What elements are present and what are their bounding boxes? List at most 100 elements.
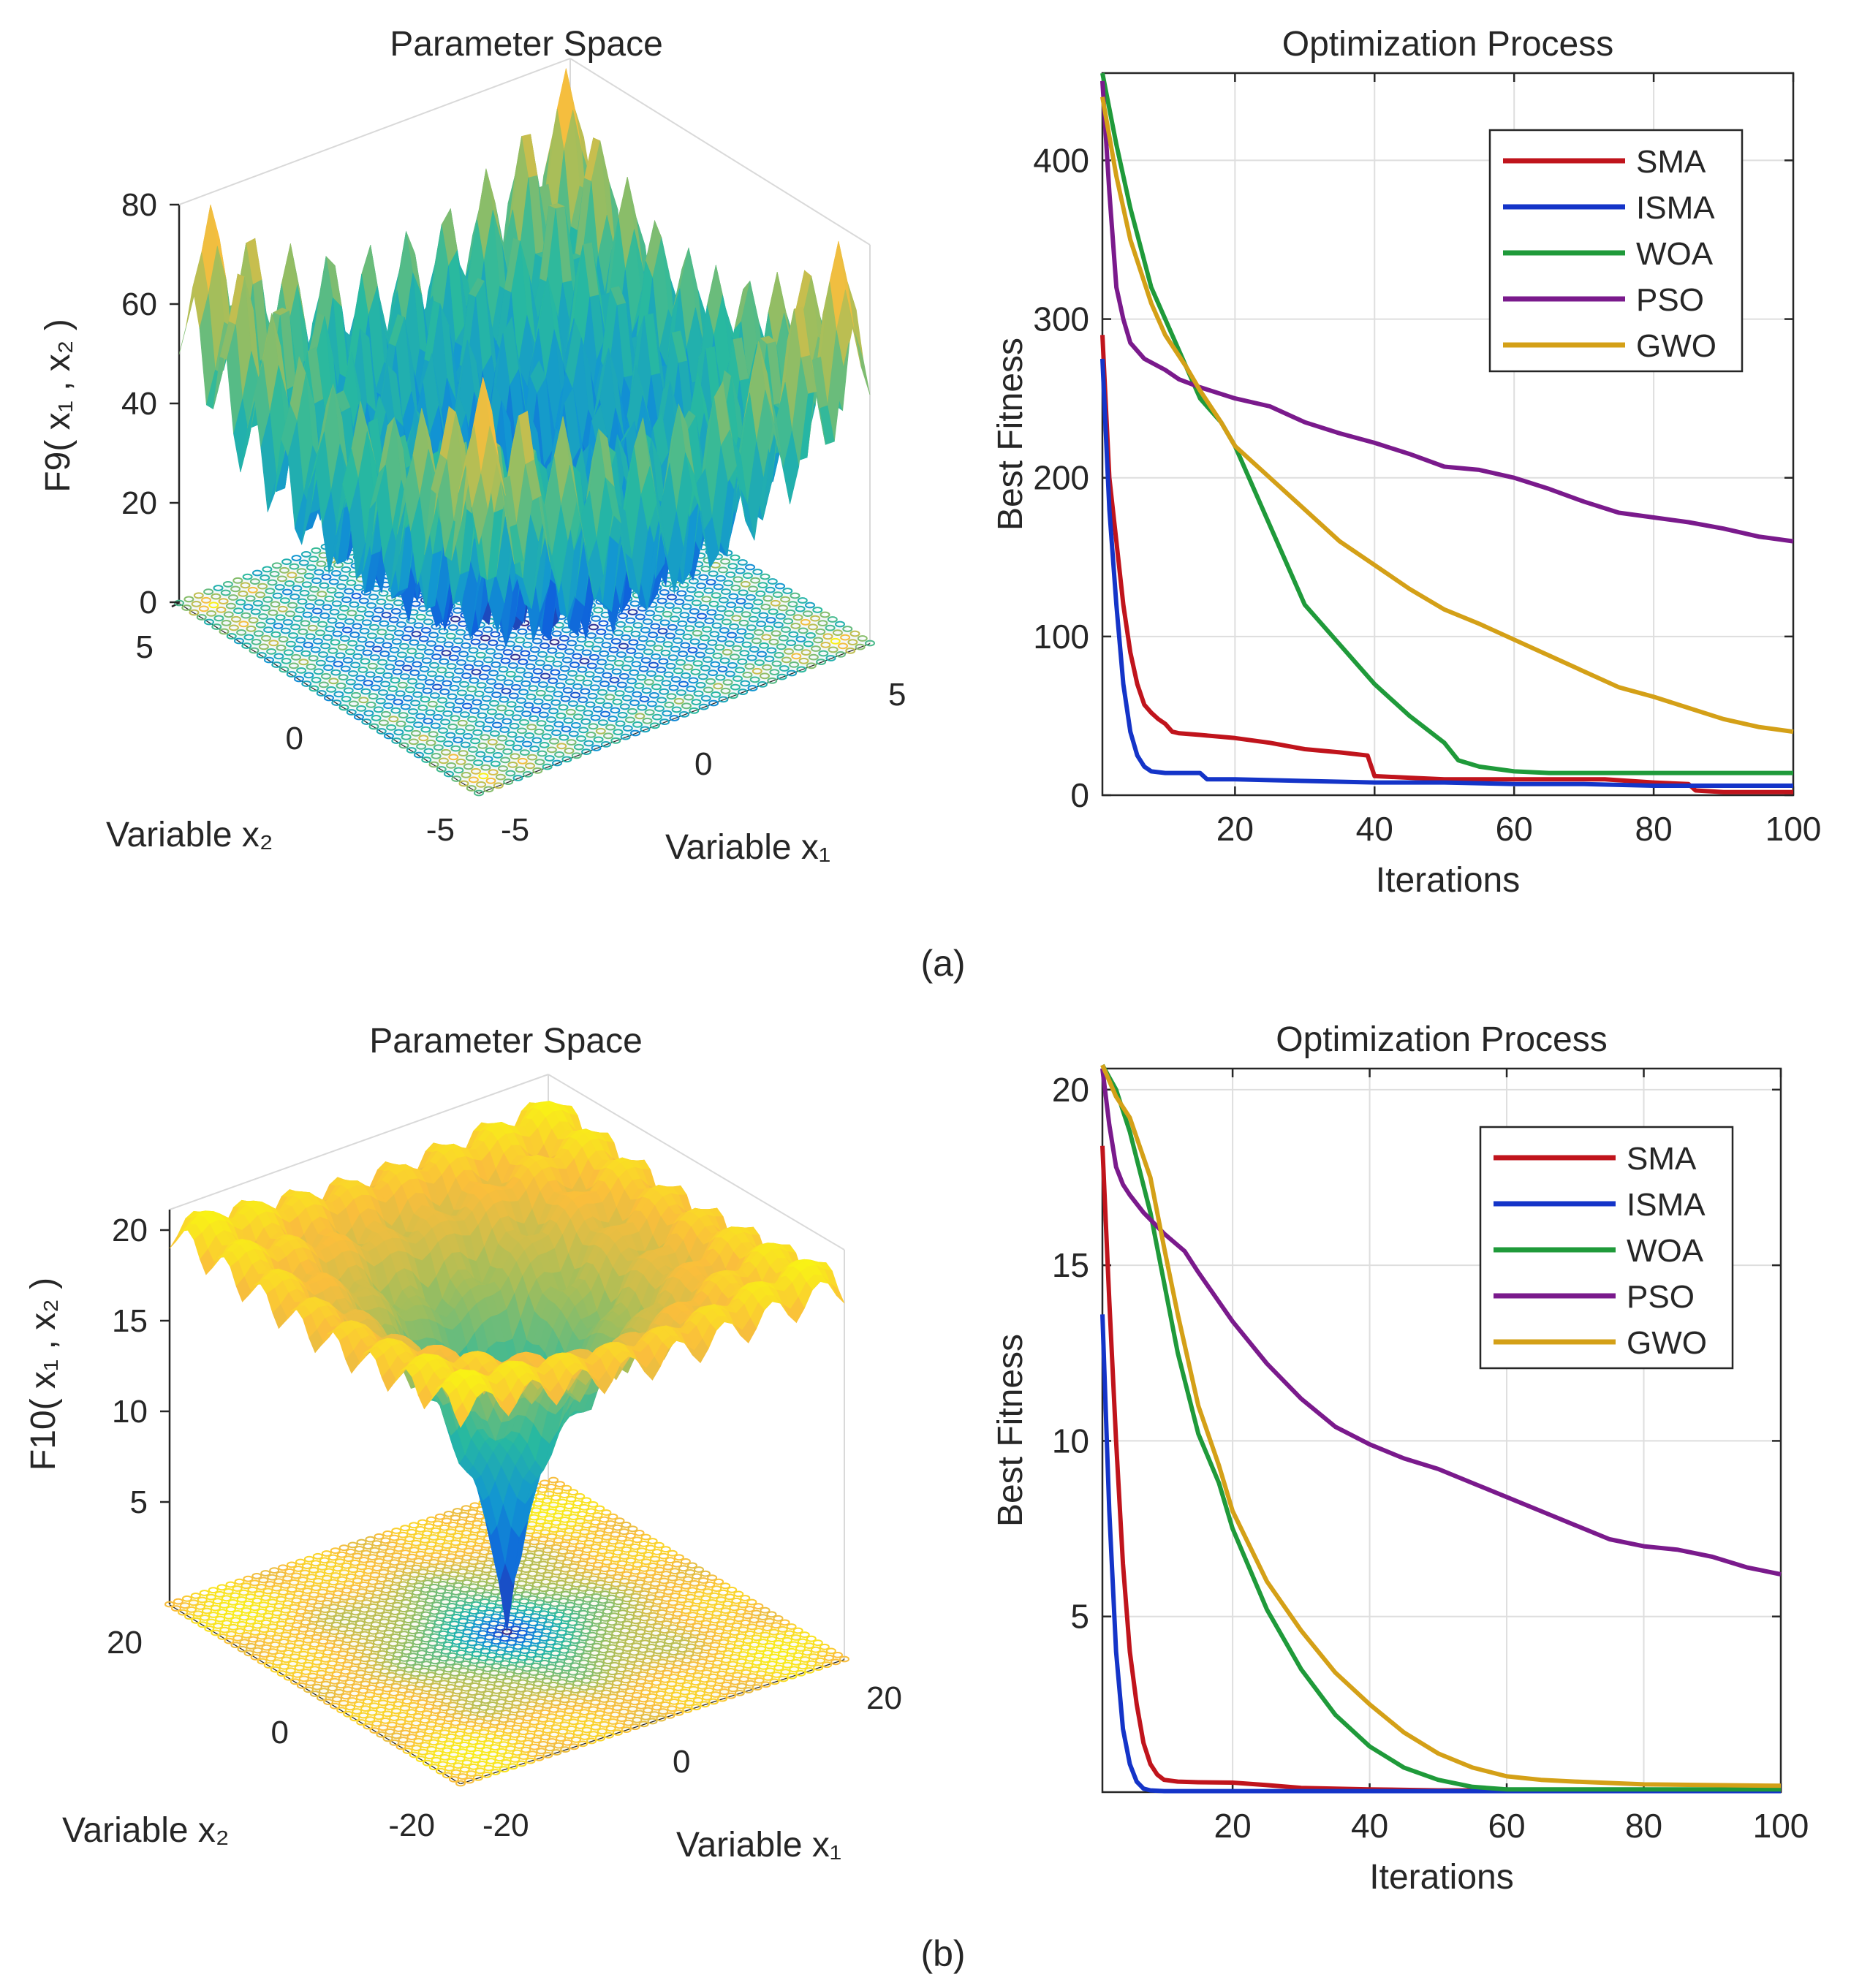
contour-mark bbox=[376, 599, 387, 605]
contour-mark bbox=[390, 608, 401, 615]
contour-mark bbox=[505, 770, 516, 777]
contour-mark bbox=[540, 642, 550, 649]
contour-mark bbox=[330, 570, 341, 577]
contour-mark bbox=[374, 607, 385, 614]
contour-mark bbox=[452, 706, 463, 713]
contour-mark bbox=[476, 682, 487, 688]
contour-mark bbox=[724, 670, 735, 678]
contour-mark bbox=[381, 710, 391, 718]
contour-mark bbox=[279, 597, 290, 604]
contour-mark bbox=[311, 677, 322, 683]
contour-mark bbox=[787, 669, 797, 677]
contour-mark bbox=[211, 593, 222, 600]
contour-mark bbox=[503, 778, 514, 785]
contour-mark bbox=[495, 644, 506, 651]
contour-mark bbox=[312, 638, 323, 645]
contour-mark bbox=[439, 658, 450, 665]
contour-mark bbox=[480, 764, 491, 771]
contour-mark bbox=[730, 585, 741, 591]
contour-mark bbox=[457, 719, 468, 726]
contour-mark bbox=[413, 721, 424, 728]
contour-mark bbox=[285, 640, 296, 648]
contour-mark bbox=[613, 629, 624, 637]
contour-mark bbox=[494, 713, 505, 720]
contour-mark bbox=[374, 1533, 385, 1540]
contour-mark bbox=[415, 613, 426, 621]
contour-mark bbox=[415, 683, 425, 689]
contour-mark bbox=[748, 615, 759, 623]
contour-mark bbox=[708, 600, 719, 607]
contour-mark bbox=[308, 555, 319, 563]
contour-mark bbox=[681, 603, 692, 610]
contour-mark bbox=[304, 603, 315, 610]
contour-mark bbox=[651, 683, 662, 691]
contour-mark bbox=[298, 559, 309, 566]
contour-mark bbox=[730, 653, 740, 661]
contour-mark bbox=[479, 704, 490, 710]
contour-mark bbox=[512, 775, 523, 781]
contour-mark bbox=[305, 633, 316, 640]
contour-mark bbox=[297, 598, 308, 605]
contour-mark bbox=[616, 621, 626, 628]
contour-mark bbox=[316, 561, 327, 567]
contour-mark bbox=[735, 667, 746, 674]
contour-mark bbox=[264, 656, 274, 664]
contour-mark bbox=[292, 585, 303, 592]
contour-mark bbox=[344, 618, 355, 625]
y-tick-label: 200 bbox=[1033, 459, 1089, 497]
y-tick-label: 100 bbox=[1033, 618, 1089, 656]
contour-mark bbox=[399, 673, 410, 680]
contour-mark bbox=[651, 653, 662, 660]
contour-mark bbox=[423, 748, 434, 755]
contour-mark bbox=[554, 751, 565, 758]
contour-mark bbox=[662, 641, 673, 648]
contour-mark bbox=[547, 647, 558, 654]
contour-mark bbox=[383, 603, 394, 610]
contour-mark bbox=[825, 624, 836, 631]
legend-label-gwo: GWO bbox=[1636, 328, 1716, 364]
contour-mark bbox=[744, 663, 755, 670]
contour-mark bbox=[331, 600, 342, 607]
contour-mark bbox=[341, 566, 352, 573]
contour-mark bbox=[725, 571, 736, 578]
contour-mark bbox=[659, 688, 670, 695]
contour-mark bbox=[523, 702, 534, 709]
contour-mark bbox=[472, 699, 482, 706]
contour-mark bbox=[727, 692, 738, 699]
contour-mark bbox=[475, 751, 486, 758]
contour-mark bbox=[610, 737, 621, 744]
y-tick-label: 300 bbox=[1033, 300, 1089, 338]
contour-mark bbox=[334, 622, 345, 629]
contour-mark bbox=[616, 651, 627, 658]
contour-mark bbox=[741, 641, 752, 648]
contour-mark bbox=[312, 1552, 323, 1560]
contour-mark bbox=[778, 604, 788, 612]
contour-mark bbox=[784, 648, 794, 655]
contour-mark bbox=[486, 678, 496, 685]
contour-mark bbox=[412, 661, 423, 668]
contour-mark bbox=[607, 716, 618, 722]
contour-mark bbox=[330, 1547, 341, 1555]
contour-mark bbox=[424, 679, 435, 686]
contour-mark bbox=[813, 637, 824, 644]
z-tick-label: 20 bbox=[121, 485, 157, 521]
contour-mark bbox=[506, 701, 517, 707]
contour-mark bbox=[488, 640, 499, 646]
contour-mark bbox=[769, 669, 780, 675]
contour-mark bbox=[703, 656, 713, 663]
contour-mark bbox=[646, 640, 656, 647]
contour-mark bbox=[646, 700, 657, 707]
contour-mark bbox=[349, 631, 360, 638]
contour-mark bbox=[600, 710, 610, 718]
contour-mark bbox=[241, 612, 251, 619]
contour-mark bbox=[458, 750, 469, 756]
contour-mark bbox=[576, 735, 586, 742]
contour-mark bbox=[822, 633, 833, 640]
contour-mark bbox=[373, 706, 384, 713]
contour-mark bbox=[730, 554, 741, 561]
contour-mark bbox=[406, 747, 417, 754]
contour-mark bbox=[586, 632, 597, 639]
contour-mark bbox=[312, 607, 322, 615]
contour-mark bbox=[579, 658, 590, 664]
contour-mark bbox=[714, 644, 725, 651]
